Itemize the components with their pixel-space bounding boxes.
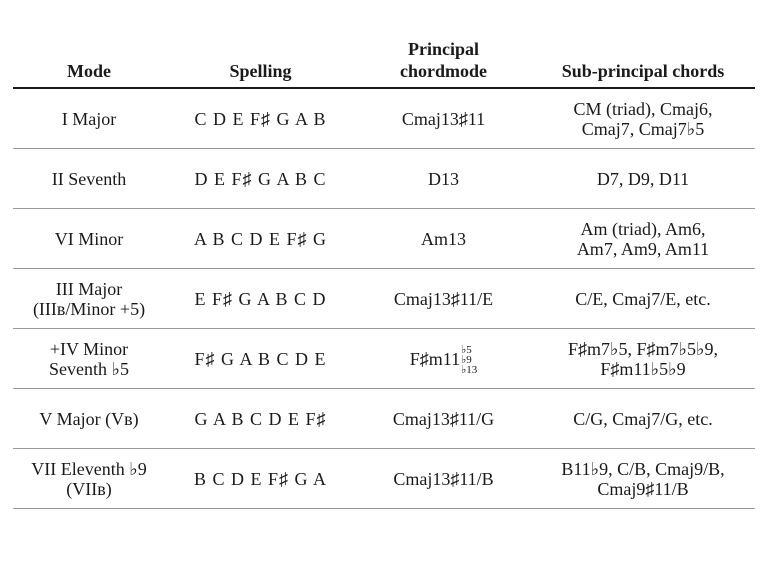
mode-cell: I Major [13, 88, 165, 149]
table-row: VII Eleventh ♭9 (VIIʙ) B C D E F♯ G A Cm… [13, 448, 755, 509]
spelling-cell: E F♯ G A B C D [165, 268, 356, 329]
table-row: III Major (IIIʙ/Minor +5) E F♯ G A B C D… [13, 268, 755, 329]
spelling-cell: C D E F♯ G A B [165, 88, 356, 149]
header-principal-line1: Principal [408, 39, 479, 59]
header-principal-chordmode: Principal chordmode [356, 30, 531, 89]
mode-cell: III Major (IIIʙ/Minor +5) [13, 268, 165, 329]
table-row: II Seventh D E F♯ G A B C D13 D7, D9, D1… [13, 148, 755, 209]
sub-principal-cell: B11♭9, C/B, Cmaj9/B, Cmaj9♯11/B [531, 448, 755, 509]
table-row: VI Minor A B C D E F♯ G Am13 Am (triad),… [13, 208, 755, 269]
sub-principal-cell: C/G, Cmaj7/G, etc. [531, 388, 755, 449]
chord-mode-table: Mode Spelling Principal chordmode Sub-pr… [13, 30, 755, 509]
mode-cell: +IV Minor Seventh ♭5 [13, 328, 165, 389]
table-row: V Major (Vʙ) G A B C D E F♯ Cmaj13♯11/G … [13, 388, 755, 449]
chord-alteration: ♭5 [461, 343, 472, 356]
principal-chord-cell: Cmaj13♯11/E [356, 268, 531, 329]
mode-cell: V Major (Vʙ) [13, 388, 165, 449]
principal-chord-cell: Cmaj13♯11/G [356, 388, 531, 449]
table-row: I Major C D E F♯ G A B Cmaj13♯11 CM (tri… [13, 88, 755, 149]
principal-chord-cell: Am13 [356, 208, 531, 269]
chord-alteration: ♭9 [461, 353, 472, 366]
principal-chord-cell: Cmaj13♯11 [356, 88, 531, 149]
sub-principal-cell: F♯m7♭5, F♯m7♭5♭9, F♯m11♭5♭9 [531, 328, 755, 389]
table-row: +IV Minor Seventh ♭5 F♯ G A B C D E F♯m1… [13, 328, 755, 389]
table-body: I Major C D E F♯ G A B Cmaj13♯11 CM (tri… [13, 88, 755, 509]
header-row: Mode Spelling Principal chordmode Sub-pr… [13, 30, 755, 89]
sub-principal-cell: CM (triad), Cmaj6, Cmaj7, Cmaj7♭5 [531, 88, 755, 149]
spelling-cell: F♯ G A B C D E [165, 328, 356, 389]
chord-base: F♯m11 [409, 348, 461, 369]
chord-alterations: ♭5 ♭9 ♭13 [461, 343, 478, 376]
principal-chord-cell: D13 [356, 148, 531, 209]
sub-principal-cell: C/E, Cmaj7/E, etc. [531, 268, 755, 329]
principal-chord-cell: Cmaj13♯11/B [356, 448, 531, 509]
principal-chord-cell: F♯m11 ♭5 ♭9 ♭13 [356, 328, 531, 389]
header-principal-line2: chordmode [400, 61, 487, 81]
table-header: Mode Spelling Principal chordmode Sub-pr… [13, 30, 755, 89]
sub-principal-cell: D7, D9, D11 [531, 148, 755, 209]
mode-cell: VII Eleventh ♭9 (VIIʙ) [13, 448, 165, 509]
sub-principal-cell: Am (triad), Am6, Am7, Am9, Am11 [531, 208, 755, 269]
header-spelling: Spelling [165, 30, 356, 89]
spelling-cell: A B C D E F♯ G [165, 208, 356, 269]
spelling-cell: D E F♯ G A B C [165, 148, 356, 209]
header-sub-principal-chords: Sub-principal chords [531, 30, 755, 89]
mode-cell: II Seventh [13, 148, 165, 209]
spelling-cell: B C D E F♯ G A [165, 448, 356, 509]
chord-alteration: ♭13 [461, 363, 478, 376]
header-mode: Mode [13, 30, 165, 89]
spelling-cell: G A B C D E F♯ [165, 388, 356, 449]
stacked-chord-symbol: F♯m11 ♭5 ♭9 ♭13 [409, 343, 478, 376]
mode-cell: VI Minor [13, 208, 165, 269]
